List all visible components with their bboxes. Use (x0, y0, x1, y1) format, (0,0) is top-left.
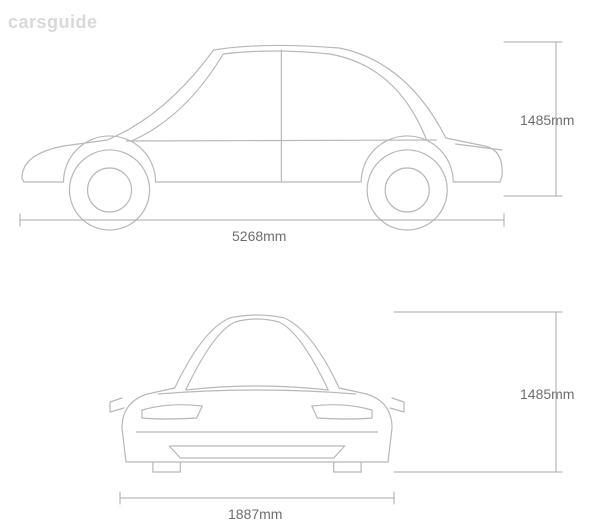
diagram-canvas: carsguide 5268mm 1485mm 1887mm 1485mm (0, 0, 592, 532)
line-art (0, 0, 592, 532)
